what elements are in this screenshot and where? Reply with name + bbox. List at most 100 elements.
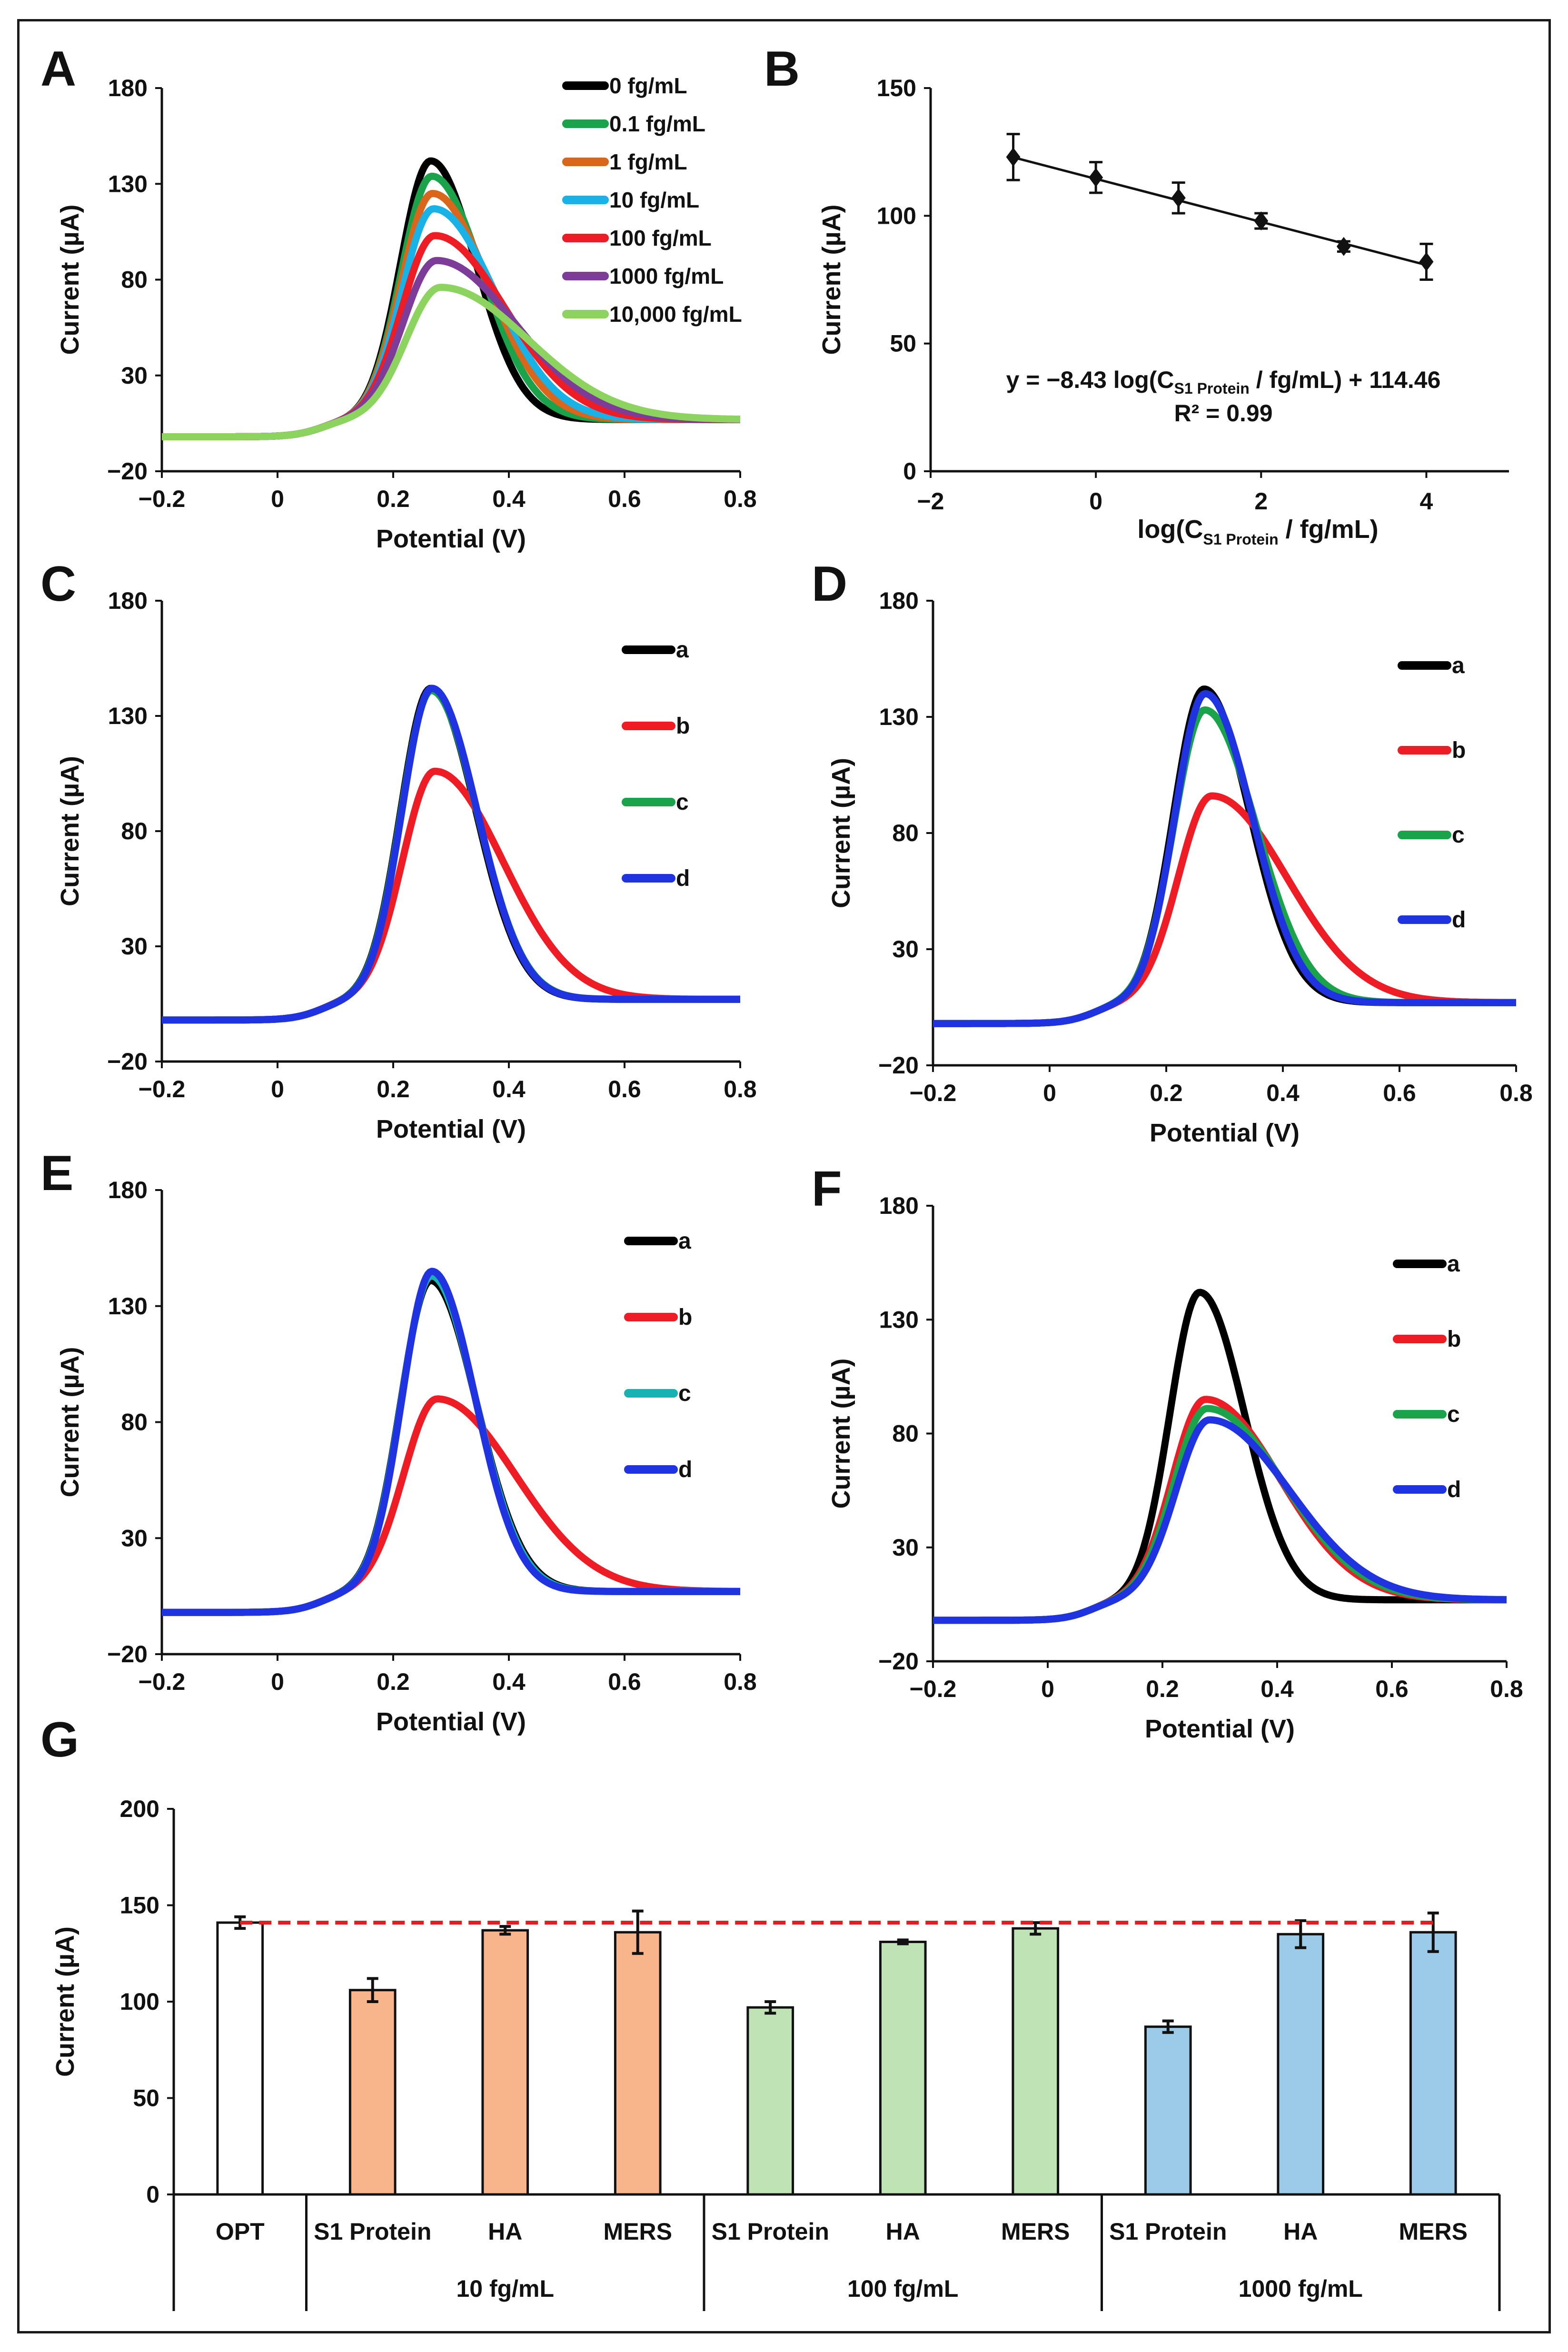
category-label: S1 Protein [712, 2218, 829, 2245]
category-label: HA [488, 2218, 522, 2245]
y-axis-label: Current (µA) [56, 756, 84, 906]
legend-label: 0 fg/mL [609, 73, 687, 98]
legend-label: 1000 fg/mL [609, 264, 724, 288]
r-squared: R² = 0.99 [1174, 400, 1272, 427]
category-label: OPT [216, 2218, 265, 2245]
x-axis-label: Potential (V) [376, 525, 526, 553]
category-label: HA [886, 2218, 920, 2245]
y-axis-label: Current (µA) [817, 204, 846, 355]
series-line [160, 1277, 742, 1616]
series-line [931, 1405, 1508, 1624]
x-axis-label: Potential (V) [376, 1707, 526, 1736]
y-tick-label: 130 [108, 170, 148, 197]
bar [1012, 1927, 1060, 2196]
legend-label: c [676, 790, 689, 815]
y-tick-label: −20 [107, 1641, 148, 1667]
y-tick-label: 130 [108, 703, 148, 729]
x-tick-label: 0.6 [1375, 1676, 1409, 1702]
data-point [1089, 168, 1103, 187]
x-tick-label: 0.2 [1150, 1080, 1183, 1106]
panel-label: D [812, 556, 847, 612]
category-label: HA [1283, 2218, 1318, 2245]
x-tick-label: 0.2 [377, 1668, 410, 1695]
x-axis-label: Potential (V) [376, 1115, 526, 1143]
x-tick-label: −0.2 [910, 1080, 957, 1106]
category-label: MERS [1001, 2218, 1070, 2245]
legend-label: a [1452, 653, 1465, 678]
y-tick-label: 30 [121, 362, 148, 389]
x-tick-label: 0.6 [1383, 1080, 1416, 1106]
legend-label: c [678, 1381, 691, 1406]
y-axis-label: Current (µA) [827, 1358, 855, 1508]
y-tick-label: 100 [877, 202, 916, 229]
y-tick-label: 0 [903, 458, 916, 485]
legend-label: b [678, 1305, 692, 1330]
bar [746, 2006, 794, 2196]
x-tick-label: 0.2 [377, 1076, 410, 1102]
y-tick-label: 180 [108, 1177, 148, 1203]
bar [216, 1921, 264, 2196]
y-tick-label: 150 [120, 1892, 159, 1919]
panel-label: B [764, 41, 800, 97]
category-label: S1 Protein [1109, 2218, 1227, 2245]
series-line [160, 1272, 742, 1616]
y-tick-label: 0 [146, 2181, 159, 2208]
x-tick-label: 0.4 [1260, 1676, 1294, 1702]
x-tick-label: 4 [1420, 488, 1433, 515]
y-tick-label: 180 [879, 587, 919, 614]
bar [614, 1931, 662, 2196]
data-point [1254, 211, 1269, 231]
legend-label: d [1447, 1477, 1461, 1502]
y-tick-label: −20 [107, 458, 148, 485]
legend-label: 1 fg/mL [609, 149, 687, 174]
y-tick-label: 50 [890, 330, 916, 357]
series-line [160, 1268, 742, 1616]
bar [1144, 2025, 1192, 2196]
legend-label: 10,000 fg/mL [609, 302, 742, 327]
legend-label: b [1452, 738, 1466, 763]
y-axis-label: Current (µA) [51, 1926, 79, 2077]
y-tick-label: 30 [892, 936, 919, 963]
x-tick-label: 0.8 [724, 486, 757, 512]
y-tick-label: 130 [879, 1306, 919, 1333]
figure-frame [17, 19, 1551, 2333]
category-label: S1 Protein [314, 2218, 431, 2245]
panel-label: G [40, 1712, 79, 1767]
y-tick-label: 180 [108, 587, 148, 614]
y-tick-label: 80 [121, 267, 148, 293]
y-tick-label: 80 [121, 1409, 148, 1436]
legend-label: c [1447, 1402, 1460, 1427]
x-tick-label: 0.4 [492, 486, 526, 512]
x-tick-label: 0.6 [608, 1668, 641, 1695]
x-tick-label: −0.2 [910, 1676, 957, 1702]
series-line [160, 687, 742, 1024]
series-line [931, 690, 1518, 1027]
y-tick-label: 200 [120, 1796, 159, 1822]
bar [1277, 1933, 1325, 2196]
legend-label: a [1447, 1251, 1460, 1277]
y-tick-label: −20 [107, 1048, 148, 1075]
y-axis-label: Current (µA) [56, 204, 84, 355]
panel-label: F [812, 1161, 842, 1217]
legend-label: d [678, 1457, 692, 1482]
y-tick-label: 30 [892, 1534, 919, 1561]
group-label: 100 fg/mL [847, 2275, 958, 2302]
x-tick-label: −0.2 [139, 1076, 186, 1102]
series-line [160, 1395, 742, 1616]
x-tick-label: −0.2 [139, 486, 186, 512]
x-tick-label: 0.8 [724, 1076, 757, 1102]
category-label: MERS [604, 2218, 672, 2245]
x-axis-label: Potential (V) [1145, 1715, 1295, 1743]
legend-label: b [676, 714, 690, 739]
legend-label: 100 fg/mL [609, 226, 712, 250]
y-tick-label: 30 [121, 933, 148, 960]
y-tick-label: 180 [879, 1192, 919, 1219]
x-axis-label: log(CS1 Protein / fg/mL) [1137, 515, 1378, 548]
x-tick-label: 0.6 [608, 1076, 641, 1102]
x-axis-label: Potential (V) [1150, 1119, 1300, 1147]
bar [481, 1929, 529, 2196]
panel-label: E [40, 1146, 73, 1201]
x-tick-label: 0 [271, 1076, 284, 1102]
x-tick-label: 0 [1043, 1080, 1056, 1106]
x-tick-label: 0.8 [1490, 1676, 1523, 1702]
